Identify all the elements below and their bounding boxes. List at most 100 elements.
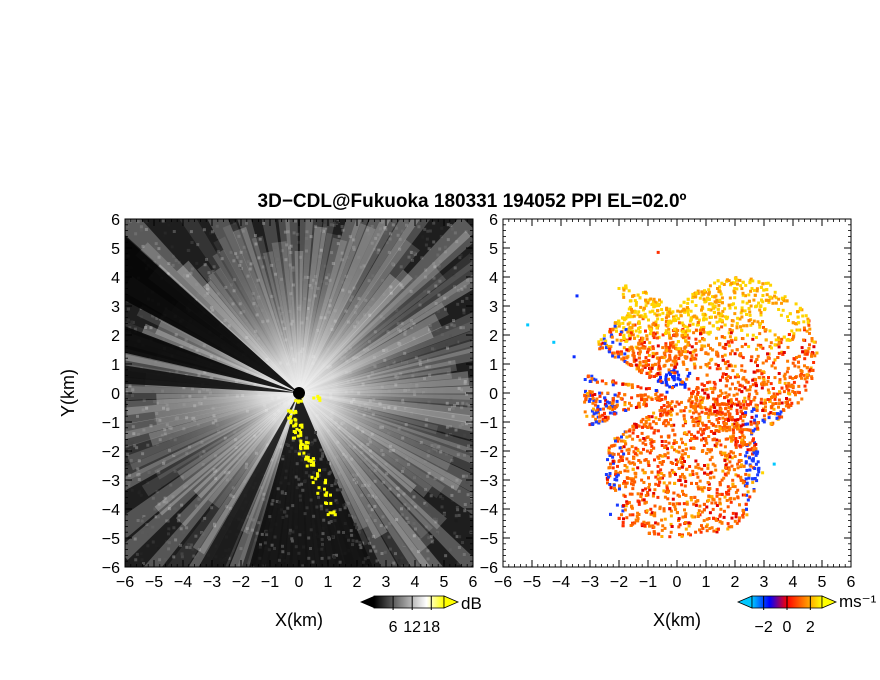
- velocity-cell: [771, 301, 775, 305]
- noise-cell: [133, 327, 137, 331]
- velocity-cell: [686, 310, 690, 314]
- noise-cell: [387, 535, 391, 539]
- velocity-cell: [733, 276, 737, 280]
- velocity-cell: [638, 438, 642, 442]
- velocity-cell: [719, 389, 723, 393]
- velocity-cell: [630, 307, 633, 311]
- velocity-cell: [750, 287, 754, 290]
- velocity-cell: [730, 349, 734, 353]
- velocity-cell: [608, 411, 612, 415]
- velocity-cell: [751, 480, 755, 484]
- velocity-cell: [715, 367, 719, 371]
- noise-cell: [245, 591, 248, 594]
- velocity-cell: [748, 281, 752, 285]
- noise-cell: [286, 230, 290, 234]
- velocity-cell: [684, 350, 687, 354]
- velocity-cell: [783, 295, 787, 299]
- noise-cell: [301, 564, 305, 567]
- velocity-cell: [641, 498, 644, 502]
- noise-cell: [333, 571, 336, 574]
- velocity-cell: [738, 430, 742, 434]
- velocity-cell: [763, 398, 767, 402]
- noise-cell: [168, 507, 172, 511]
- noise-cell: [136, 467, 140, 471]
- noise-cell: [412, 251, 416, 255]
- noise-cell: [368, 224, 372, 228]
- noise-cell: [280, 508, 283, 512]
- velocity-cell: [700, 433, 704, 437]
- velocity-cell: [652, 411, 656, 415]
- noise-cell: [277, 558, 281, 562]
- velocity-cell: [671, 310, 675, 314]
- noise-cell: [134, 558, 138, 562]
- echo-ray: [294, 251, 304, 393]
- noise-cell: [410, 501, 414, 505]
- velocity-cell: [806, 319, 810, 323]
- velocity-cell: [670, 371, 674, 375]
- velocity-cell: [661, 346, 665, 350]
- noise-cell: [129, 458, 133, 462]
- noise-cell: [471, 253, 473, 257]
- velocity-cell: [755, 479, 759, 483]
- velocity-cell: [697, 318, 701, 322]
- clutter-cell: [316, 394, 320, 398]
- velocity-cell: [763, 409, 767, 413]
- velocity-cell: [745, 507, 748, 511]
- velocity-cell: [677, 525, 681, 529]
- velocity-cell: [672, 423, 676, 427]
- noise-cell: [371, 628, 374, 631]
- velocity-cell: [685, 333, 689, 337]
- noise-cell: [234, 252, 238, 256]
- velocity-cell: [762, 401, 766, 405]
- velocity-cell: [752, 319, 756, 323]
- velocity-cell: [781, 352, 785, 356]
- velocity-cell: [681, 360, 685, 364]
- velocity-cell: [767, 416, 771, 420]
- noise-cell: [400, 229, 404, 233]
- velocity-cell: [636, 404, 640, 408]
- noise-cell: [229, 250, 233, 254]
- noise-cell: [430, 540, 434, 544]
- noise-cell: [303, 479, 307, 483]
- velocity-cell: [787, 319, 790, 322]
- velocity-cell: [607, 466, 611, 470]
- noise-cell: [233, 631, 236, 634]
- noise-cell: [180, 555, 184, 559]
- noise-cell: [173, 507, 177, 511]
- velocity-cell: [637, 502, 641, 506]
- velocity-cell: [787, 381, 791, 385]
- velocity-cell: [735, 392, 739, 396]
- noise-cell: [407, 255, 411, 259]
- velocity-cell: [810, 354, 813, 358]
- velocity-cell: [803, 377, 807, 381]
- noise-cell: [340, 650, 343, 653]
- noise-cell: [285, 590, 288, 593]
- noise-cell: [347, 605, 350, 608]
- velocity-cell: [627, 289, 631, 293]
- blocked-sectors: [125, 236, 374, 653]
- velocity-cell: [597, 342, 601, 346]
- velocity-cell: [632, 477, 636, 481]
- velocity-cell: [660, 528, 664, 532]
- velocity-cell: [744, 283, 748, 287]
- velocity-cell: [638, 339, 642, 342]
- noise-cell: [448, 360, 452, 364]
- velocity-cell: [717, 421, 720, 425]
- velocity-cell: [696, 291, 700, 295]
- noise-cell: [267, 548, 271, 552]
- noise-cell: [143, 516, 147, 520]
- velocity-cell: [810, 337, 814, 340]
- noise-cell: [377, 248, 381, 252]
- noise-cell: [365, 565, 369, 567]
- velocity-cell: [634, 303, 638, 307]
- velocity-cell: [678, 445, 681, 449]
- noise-cell: [322, 491, 326, 495]
- velocity-cell: [730, 303, 734, 307]
- noise-cell: [445, 343, 448, 347]
- velocity-cell: [588, 398, 592, 401]
- velocity-cell: [718, 319, 722, 323]
- velocity-cell: [641, 468, 645, 472]
- velocity-cell: [739, 284, 743, 288]
- noise-cell: [334, 499, 338, 503]
- velocity-cell: [612, 483, 616, 487]
